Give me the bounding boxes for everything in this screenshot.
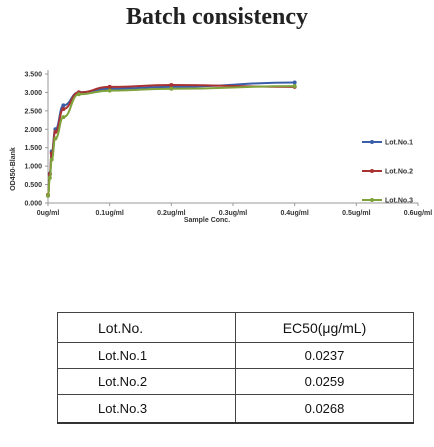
table-cell-ec50: 0.0237 [235,342,414,369]
table-row: Lot.No.2 0.0259 [57,368,414,395]
x-tick-label: 0.1ug/ml [95,210,123,217]
series-line-1 [47,81,295,197]
y-tick-label: 1.500 [24,145,42,152]
x-tick-label: 0.6ug/ml [404,210,432,217]
series-point-2 [107,84,112,89]
header-ec50: EC50(μg/mL) [235,312,414,343]
series-point-1 [61,103,66,108]
y-tick-label: 0.500 [24,182,42,189]
series-point-3 [53,136,58,141]
series-point-3 [76,92,81,97]
table-cell-lot: Lot.No.2 [57,368,236,395]
legend-marker-3 [370,198,374,202]
y-tick-label: 0.000 [24,201,42,208]
x-axis-label: Sample Conc. [184,217,230,224]
x-tick-label: 0ug/ml [37,210,60,217]
x-tick-label: 0.4ug/ml [280,210,308,217]
x-tick-label: 0.2ug/ml [157,210,185,217]
series-line-3 [47,85,295,197]
y-tick-label: 3.000 [24,90,42,97]
legend-label-1: Lot.No.1 [385,140,413,147]
series-point-3 [107,88,112,93]
table-header-row: Lot.No. EC50(μg/mL) [57,312,414,343]
series-point-2 [61,107,66,112]
y-axis-label: OD450-Blank [10,147,17,191]
series-point-2 [53,129,58,134]
x-tick-label: 0.5ug/ml [342,210,370,217]
y-tick-label: 1.000 [24,164,42,171]
y-tick-label: 3.500 [24,72,42,79]
table-cell-lot: Lot.No.3 [57,394,236,424]
series-point-3 [49,157,54,162]
series-line-2 [47,84,295,196]
chart-title: Batch consistency [126,4,308,30]
table-row: Lot.No.1 0.0237 [57,342,414,369]
table-row: Lot.No.3 0.0268 [57,394,414,424]
line-chart: 0.000 0.500 1.000 1.500 2.000 2.500 3.000 3.500… [10,70,432,224]
y-tick-label: 2.000 [24,127,42,134]
header-lot-no: Lot.No. [57,312,236,343]
series-point-3 [46,193,50,198]
legend-label-3: Lot.No.3 [385,198,413,205]
table-cell-ec50: 0.0268 [235,394,414,424]
series-point-3 [47,175,52,180]
x-tick-label: 0.3ug/ml [219,210,247,217]
legend-marker-2 [370,169,374,173]
series-point-3 [61,115,66,120]
series-point-3 [169,86,174,91]
series-point-1 [292,80,297,85]
legend-label-2: Lot.No.2 [385,169,413,176]
series-point-3 [292,84,297,89]
table-cell-ec50: 0.0259 [235,368,414,395]
table-cell-lot: Lot.No.1 [57,342,236,369]
y-tick-label: 2.500 [24,108,42,115]
legend-marker-1 [370,140,374,144]
ec50-table: Lot.No. EC50(μg/mL) Lot.No.1 0.0237 Lot.… [57,312,414,424]
series-point-2 [169,83,174,88]
